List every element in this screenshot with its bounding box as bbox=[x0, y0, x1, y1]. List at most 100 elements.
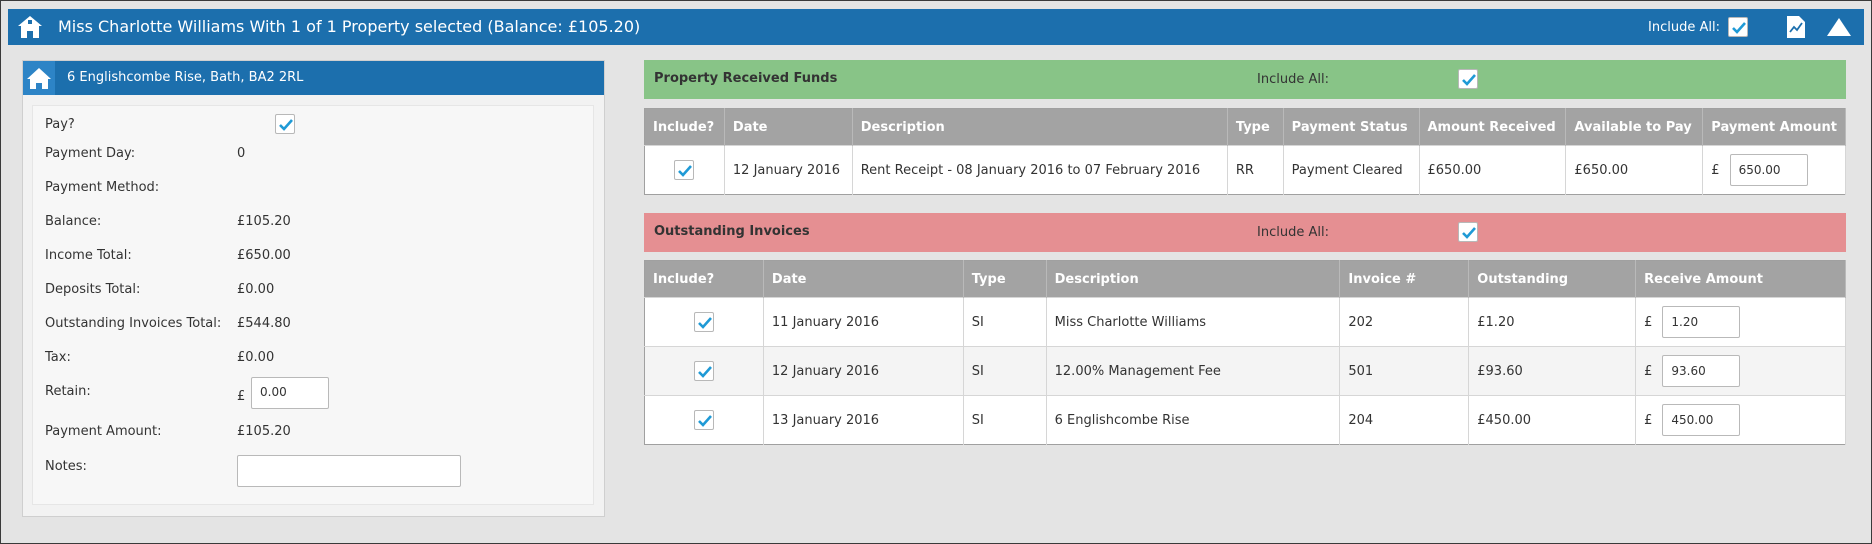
amount-received-cell: £650.00 bbox=[1419, 145, 1567, 195]
retain-label: Retain: bbox=[45, 384, 91, 399]
currency-symbol: £ bbox=[1644, 412, 1653, 428]
client-header-bar: Miss Charlotte Williams With 1 of 1 Prop… bbox=[8, 9, 1864, 45]
pay-label: Pay? bbox=[45, 117, 75, 132]
type-cell: SI bbox=[963, 346, 1047, 396]
check-icon bbox=[1462, 227, 1476, 239]
include-checkbox[interactable] bbox=[693, 361, 714, 381]
receive-amount-cell: £ 93.60 bbox=[1635, 346, 1846, 396]
balance-label: Balance: bbox=[45, 214, 102, 229]
check-icon bbox=[1732, 22, 1746, 34]
deposits-total-value: £0.00 bbox=[237, 282, 275, 297]
triangle-up-icon[interactable] bbox=[1826, 17, 1852, 41]
outstanding-invoices-header: Outstanding Invoices Include All: bbox=[644, 213, 1846, 252]
tax-label: Tax: bbox=[45, 350, 71, 365]
document-chart-icon[interactable] bbox=[1786, 15, 1806, 43]
property-panel: 6 Englishcombe Rise, Bath, BA2 2RL Pay? … bbox=[22, 60, 605, 517]
retain-input[interactable]: 0.00 bbox=[251, 377, 329, 409]
include-all-checkbox[interactable] bbox=[1728, 17, 1748, 37]
currency-symbol: £ bbox=[1711, 162, 1720, 178]
income-total-value: £650.00 bbox=[237, 248, 291, 263]
type-cell: RR bbox=[1227, 145, 1284, 195]
table-row: 12 January 2016 SI 12.00% Management Fee… bbox=[644, 346, 1846, 396]
deposits-total-label: Deposits Total: bbox=[45, 282, 141, 297]
column-header-outstanding[interactable]: Outstanding bbox=[1468, 260, 1637, 298]
receive-amount-cell: £ 1.20 bbox=[1635, 297, 1846, 347]
column-header-invoice-number[interactable]: Invoice # bbox=[1339, 260, 1470, 298]
notes-input[interactable] bbox=[237, 455, 461, 487]
currency-symbol: £ bbox=[1644, 363, 1653, 379]
include-cell bbox=[644, 145, 725, 195]
available-to-pay-cell: £650.00 bbox=[1565, 145, 1704, 195]
include-all-label: Include All: bbox=[1648, 20, 1720, 35]
check-icon bbox=[1462, 74, 1476, 86]
include-cell bbox=[644, 395, 764, 445]
invoice-number-cell: 202 bbox=[1339, 297, 1470, 347]
balance-value: £105.20 bbox=[237, 214, 291, 229]
receive-amount-input[interactable]: 93.60 bbox=[1662, 355, 1741, 387]
date-cell: 13 January 2016 bbox=[763, 395, 964, 445]
date-cell: 11 January 2016 bbox=[763, 297, 964, 347]
pay-checkbox[interactable] bbox=[275, 114, 295, 134]
column-header-include[interactable]: Include? bbox=[644, 108, 725, 146]
column-header-description[interactable]: Description bbox=[1046, 260, 1341, 298]
invoice-number-cell: 501 bbox=[1339, 346, 1470, 396]
include-checkbox[interactable] bbox=[674, 160, 695, 180]
column-header-type[interactable]: Type bbox=[1227, 108, 1284, 146]
home-icon[interactable] bbox=[16, 13, 44, 41]
income-total-label: Income Total: bbox=[45, 248, 132, 263]
column-header-payment-amount[interactable]: Payment Amount bbox=[1702, 108, 1846, 146]
notes-label: Notes: bbox=[45, 459, 87, 474]
receive-amount-input[interactable]: 1.20 bbox=[1662, 306, 1741, 338]
property-address: 6 Englishcombe Rise, Bath, BA2 2RL bbox=[67, 70, 304, 85]
check-icon bbox=[698, 317, 712, 329]
table-row: 12 January 2016 Rent Receipt - 08 Januar… bbox=[644, 145, 1846, 195]
retain-currency: £ bbox=[237, 389, 246, 404]
outstanding-invoices-include-all-label: Include All: bbox=[1257, 225, 1329, 240]
column-header-receive-amount[interactable]: Receive Amount bbox=[1635, 260, 1846, 298]
include-checkbox[interactable] bbox=[693, 312, 714, 332]
payment-day-label: Payment Day: bbox=[45, 146, 136, 161]
payment-amount-input[interactable]: 650.00 bbox=[1729, 154, 1808, 186]
outstanding-invoices-title: Outstanding Invoices bbox=[654, 224, 810, 239]
received-funds-include-all-checkbox[interactable] bbox=[1458, 69, 1478, 89]
outstanding-invoices-include-all-checkbox[interactable] bbox=[1458, 222, 1478, 242]
include-cell bbox=[644, 346, 764, 396]
column-header-type[interactable]: Type bbox=[963, 260, 1047, 298]
outstanding-cell: £450.00 bbox=[1468, 395, 1637, 445]
description-cell: Rent Receipt - 08 January 2016 to 07 Feb… bbox=[852, 145, 1228, 195]
received-funds-header: Property Received Funds Include All: bbox=[644, 60, 1846, 99]
check-icon bbox=[698, 366, 712, 378]
property-panel-header: 6 Englishcombe Rise, Bath, BA2 2RL bbox=[23, 61, 604, 95]
check-icon bbox=[698, 415, 712, 427]
table-row: 13 January 2016 SI 6 Englishcombe Rise 2… bbox=[644, 395, 1846, 445]
receive-amount-input[interactable]: 450.00 bbox=[1662, 404, 1741, 436]
outstanding-invoices-table: Include? Date Type Description Invoice #… bbox=[644, 260, 1846, 445]
payment-amount-label: Payment Amount: bbox=[45, 424, 162, 439]
received-funds-table: Include? Date Description Type Payment S… bbox=[644, 108, 1846, 195]
payment-amount-value: £105.20 bbox=[237, 424, 291, 439]
payment-day-value: 0 bbox=[237, 146, 246, 161]
description-cell: Miss Charlotte Williams bbox=[1046, 297, 1341, 347]
column-header-date[interactable]: Date bbox=[763, 260, 964, 298]
include-checkbox[interactable] bbox=[693, 410, 714, 430]
check-icon bbox=[678, 165, 693, 177]
outstanding-total-label: Outstanding Invoices Total: bbox=[45, 316, 222, 331]
payment-method-label: Payment Method: bbox=[45, 180, 160, 195]
check-icon bbox=[279, 119, 293, 131]
payment-amount-cell: £ 650.00 bbox=[1702, 145, 1846, 195]
column-header-include[interactable]: Include? bbox=[644, 260, 764, 298]
description-cell: 12.00% Management Fee bbox=[1046, 346, 1341, 396]
date-cell: 12 January 2016 bbox=[724, 145, 853, 195]
payment-status-cell: Payment Cleared bbox=[1283, 145, 1420, 195]
receive-amount-cell: £ 450.00 bbox=[1635, 395, 1846, 445]
outstanding-cell: £1.20 bbox=[1468, 297, 1637, 347]
house-icon bbox=[23, 61, 55, 95]
column-header-amount-received[interactable]: Amount Received bbox=[1419, 108, 1567, 146]
column-header-date[interactable]: Date bbox=[724, 108, 853, 146]
column-header-available-to-pay[interactable]: Available to Pay bbox=[1565, 108, 1704, 146]
page-title: Miss Charlotte Williams With 1 of 1 Prop… bbox=[58, 17, 641, 36]
column-header-payment-status[interactable]: Payment Status bbox=[1283, 108, 1420, 146]
column-header-description[interactable]: Description bbox=[852, 108, 1228, 146]
table-header-row: Include? Date Type Description Invoice #… bbox=[644, 260, 1846, 298]
